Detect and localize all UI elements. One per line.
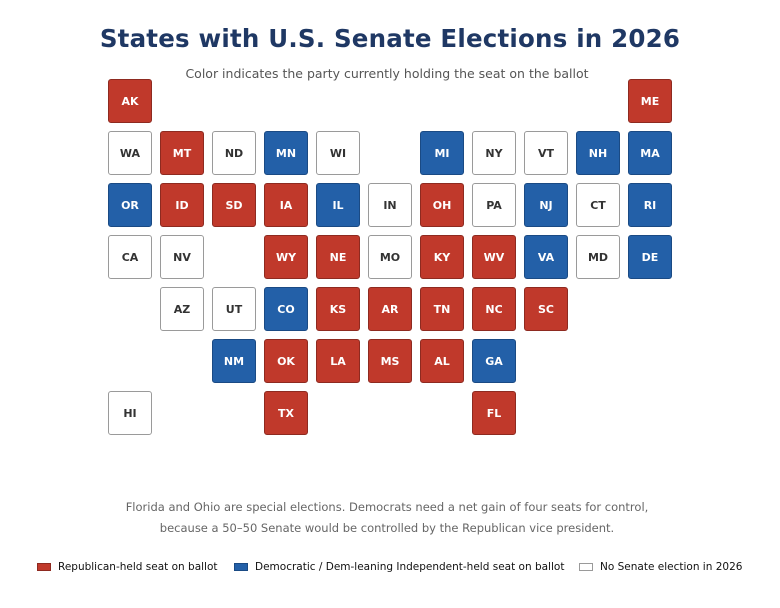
state-tile-mn: MN xyxy=(264,131,308,175)
legend-label-republican: Republican-held seat on ballot xyxy=(58,561,218,573)
state-tile-ut: UT xyxy=(212,287,256,331)
state-tile-nj: NJ xyxy=(524,183,568,227)
state-tile-md: MD xyxy=(576,235,620,279)
state-tile-hi: HI xyxy=(108,391,152,435)
state-tile-sd: SD xyxy=(212,183,256,227)
state-tile-tx: TX xyxy=(264,391,308,435)
state-tile-de: DE xyxy=(628,235,672,279)
state-tile-ga: GA xyxy=(472,339,516,383)
state-tile-ca: CA xyxy=(108,235,152,279)
state-tile-ms: MS xyxy=(368,339,412,383)
state-tile-ak: AK xyxy=(108,79,152,123)
state-tile-ny: NY xyxy=(472,131,516,175)
legend-swatch-democratic xyxy=(234,563,248,571)
state-tile-grid: AK ME WA MT ND MN WI MI NY VT NH MA OR ID SD IA IL IN OH PA… xyxy=(108,79,672,435)
state-tile-nc: NC xyxy=(472,287,516,331)
state-tile-wi: WI xyxy=(316,131,360,175)
footnote-line-1: Florida and Ohio are special elections. … xyxy=(125,500,649,514)
state-tile-il: IL xyxy=(316,183,360,227)
state-tile-wv: WV xyxy=(472,235,516,279)
state-tile-al: AL xyxy=(420,339,464,383)
state-tile-ri: RI xyxy=(628,183,672,227)
state-tile-nh: NH xyxy=(576,131,620,175)
state-tile-pa: PA xyxy=(472,183,516,227)
state-tile-ks: KS xyxy=(316,287,360,331)
state-tile-sc: SC xyxy=(524,287,568,331)
state-tile-ct: CT xyxy=(576,183,620,227)
state-tile-va: VA xyxy=(524,235,568,279)
map-title: States with U.S. Senate Elections in 202… xyxy=(99,24,681,53)
state-tile-la: LA xyxy=(316,339,360,383)
state-tile-fl: FL xyxy=(472,391,516,435)
state-tile-me: ME xyxy=(628,79,672,123)
state-tile-vt: VT xyxy=(524,131,568,175)
legend-swatch-no-election xyxy=(579,563,593,571)
state-tile-mo: MO xyxy=(368,235,412,279)
state-tile-ky: KY xyxy=(420,235,464,279)
state-tile-wy: WY xyxy=(264,235,308,279)
state-tile-nm: NM xyxy=(212,339,256,383)
state-tile-az: AZ xyxy=(160,287,204,331)
legend-label-no-election: No Senate election in 2026 xyxy=(600,561,743,573)
state-tile-nv: NV xyxy=(160,235,204,279)
state-tile-oh: OH xyxy=(420,183,464,227)
state-tile-or: OR xyxy=(108,183,152,227)
state-tile-mi: MI xyxy=(420,131,464,175)
state-tile-id: ID xyxy=(160,183,204,227)
state-tile-ia: IA xyxy=(264,183,308,227)
legend-swatch-republican xyxy=(37,563,51,571)
legend-item-republican: Republican-held seat on ballot xyxy=(37,561,218,573)
map-subtitle: Color indicates the party currently hold… xyxy=(185,66,589,81)
state-tile-ar: AR xyxy=(368,287,412,331)
state-tile-tn: TN xyxy=(420,287,464,331)
state-tile-mt: MT xyxy=(160,131,204,175)
state-tile-ne: NE xyxy=(316,235,360,279)
legend-item-no-election: No Senate election in 2026 xyxy=(579,561,742,573)
footnote-line-2: because a 50–50 Senate would be controll… xyxy=(159,521,615,535)
legend-label-democratic: Democratic / Dem-leaning Independent-hel… xyxy=(255,561,565,573)
state-tile-co: CO xyxy=(264,287,308,331)
legend-item-democratic: Democratic / Dem-leaning Independent-hel… xyxy=(234,561,564,573)
state-tile-wa: WA xyxy=(108,131,152,175)
state-tile-in: IN xyxy=(368,183,412,227)
state-tile-ma: MA xyxy=(628,131,672,175)
state-tile-nd: ND xyxy=(212,131,256,175)
state-tile-ok: OK xyxy=(264,339,308,383)
